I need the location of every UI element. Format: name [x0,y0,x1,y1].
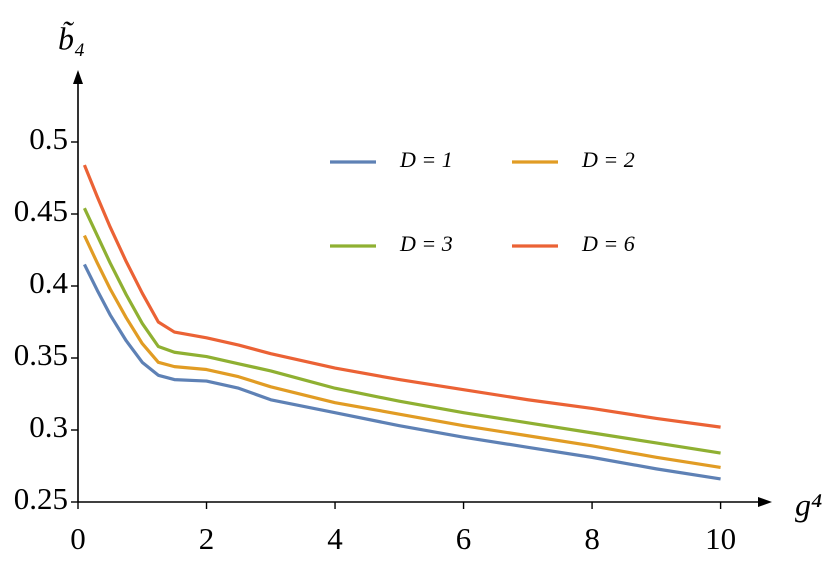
series-line [82,164,721,429]
x-tick-label: 6 [456,521,472,556]
x-tick-label: 8 [584,521,600,556]
legend-label: D = 3 [399,231,453,256]
y-tick-label: 0.45 [14,193,68,228]
x-tick-label: 4 [327,521,343,556]
x-axis-arrow [758,497,772,507]
legend-label: D = 6 [581,231,635,256]
y-tick-label: 0.35 [14,337,68,372]
y-axis-arrow [73,70,83,84]
legend-label: D = 2 [581,147,635,172]
x-tick-label: 10 [705,521,736,556]
legend-label: D = 1 [399,147,453,172]
x-axis-label: g⁴ [795,486,822,522]
series-line [82,263,721,481]
series-line [82,207,721,455]
y-tick-label: 0.4 [29,265,68,300]
y-tick-label: 0.3 [29,409,68,444]
series-line [82,234,721,470]
x-tick-label: 2 [199,521,215,556]
y-tick-label: 0.5 [29,121,68,156]
y-axis-label: b̃₄ [58,20,85,56]
x-tick-label: 0 [70,521,86,556]
y-tick-label: 0.25 [14,481,68,516]
